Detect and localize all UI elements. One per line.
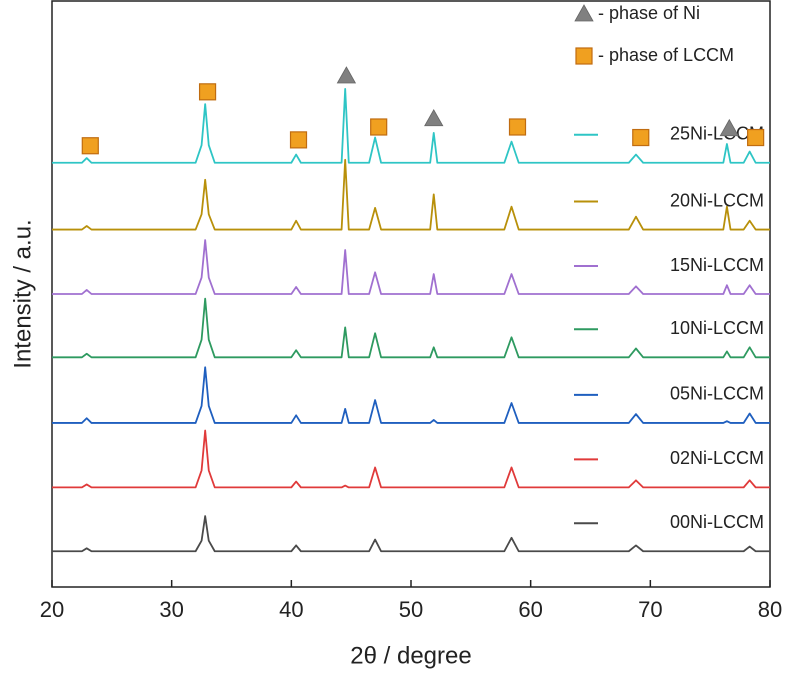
ni-marker bbox=[719, 118, 739, 137]
xrd-line bbox=[52, 366, 770, 424]
lccm-marker bbox=[81, 137, 99, 155]
xrd-line bbox=[52, 297, 770, 359]
lccm-marker bbox=[370, 118, 388, 136]
y-axis-title: Intensity / a.u. bbox=[9, 219, 36, 368]
xrd-line bbox=[52, 515, 770, 553]
x-tick-label: 40 bbox=[279, 597, 303, 622]
xrd-line bbox=[52, 158, 770, 231]
legend-text: - phase of Ni bbox=[598, 3, 700, 23]
series-label: 00Ni-LCCM bbox=[670, 512, 764, 532]
ni-marker bbox=[574, 4, 594, 22]
series-label: 25Ni-LCCM bbox=[670, 123, 764, 143]
lccm-marker bbox=[198, 83, 217, 101]
lccm-marker bbox=[508, 118, 527, 136]
series-label: 02Ni-LCCM bbox=[670, 448, 764, 468]
x-tick-label: 20 bbox=[40, 597, 64, 622]
xrd-line bbox=[52, 429, 770, 489]
series-label: 15Ni-LCCM bbox=[670, 255, 764, 275]
ni-marker bbox=[424, 108, 444, 127]
lccm-marker bbox=[632, 128, 650, 147]
legend-text: - phase of LCCM bbox=[598, 45, 734, 65]
x-axis-title: 2θ / degree bbox=[350, 642, 471, 669]
ni-marker bbox=[336, 66, 357, 84]
xrd-line bbox=[52, 88, 770, 164]
lccm-marker bbox=[289, 131, 308, 149]
x-tick-label: 50 bbox=[399, 597, 423, 622]
lccm-marker bbox=[747, 128, 765, 147]
series-label: 10Ni-LCCM bbox=[670, 318, 764, 338]
x-tick-label: 70 bbox=[638, 597, 662, 622]
x-tick-label: 60 bbox=[518, 597, 542, 622]
xrd-line bbox=[52, 239, 770, 295]
x-tick-label: 30 bbox=[159, 597, 183, 622]
series-label: 05Ni-LCCM bbox=[670, 384, 764, 404]
series-label: 20Ni-LCCM bbox=[670, 190, 764, 210]
lccm-marker bbox=[575, 47, 593, 65]
x-tick-label: 80 bbox=[758, 597, 782, 622]
